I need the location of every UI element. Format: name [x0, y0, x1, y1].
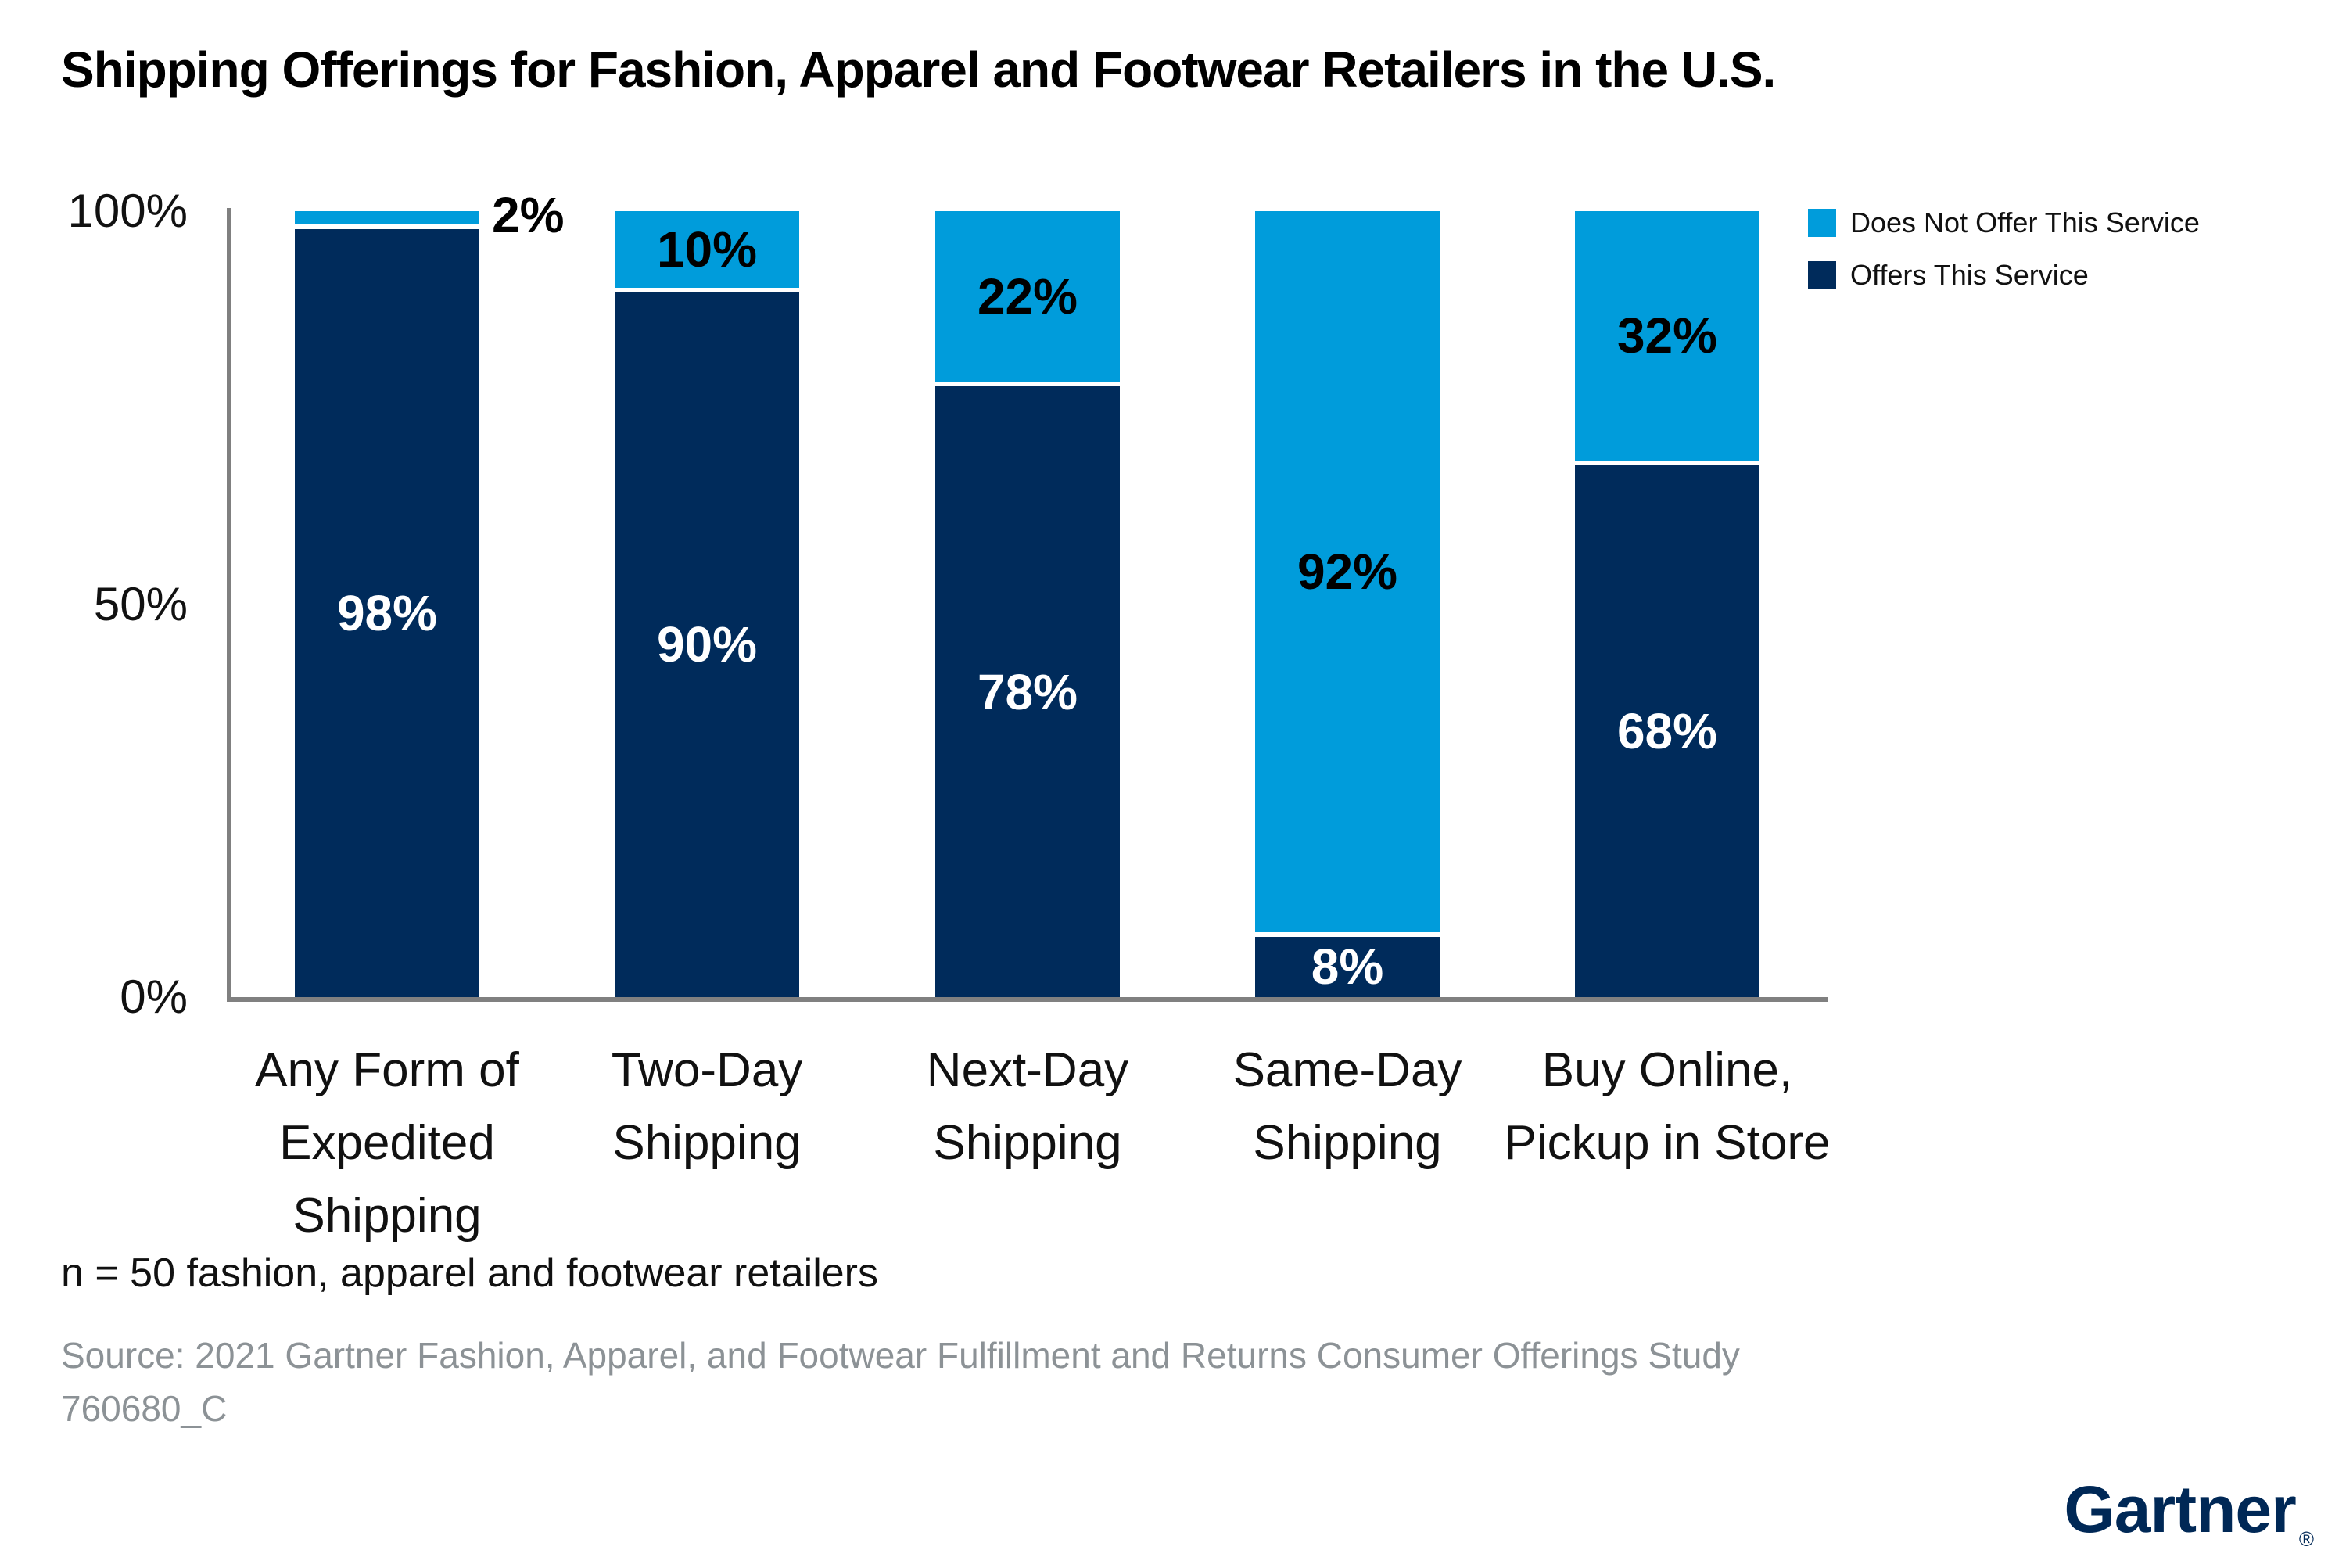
y-tick-label: 0%	[120, 971, 188, 1023]
legend: Does Not Offer This Service Offers This S…	[1808, 208, 2200, 313]
x-axis-label: Two-Day Shipping	[611, 1043, 803, 1170]
segment-offers: 68%	[1575, 465, 1760, 997]
value-label-offers: 68%	[1616, 702, 1718, 759]
value-label-offers: 8%	[1311, 938, 1384, 996]
segment-offers: 8%	[1255, 936, 1440, 997]
value-label-offers: 98%	[336, 585, 438, 642]
value-label-does-not-offer: 92%	[1297, 543, 1398, 600]
segment-does-not-offer: 10%	[615, 211, 799, 288]
segment-divider	[935, 382, 1120, 387]
y-tick-label: 100%	[67, 185, 188, 237]
legend-item: Offers This Service	[1808, 260, 2200, 290]
gartner-logo: Gartner ®	[2064, 1472, 2314, 1551]
legend-label: Offers This Service	[1850, 259, 2089, 291]
bar-group: 92% 8%	[1255, 211, 1440, 997]
footnote-code: 760680_C	[61, 1388, 228, 1429]
segment-does-not-offer: 92%	[1255, 211, 1440, 932]
legend-item: Does Not Offer This Service	[1808, 208, 2200, 238]
x-axis-label: Any Form of Expedited Shipping	[255, 1043, 519, 1243]
segment-offers: 98%	[295, 229, 479, 997]
footnote-n: n = 50 fashion, apparel and footwear ret…	[61, 1250, 879, 1296]
x-axis-line	[227, 997, 1828, 1002]
segment-offers: 90%	[615, 292, 799, 997]
segment-divider	[1575, 460, 1760, 465]
value-label-offers: 78%	[977, 663, 1078, 720]
bar-group: 32% 68%	[1575, 211, 1760, 997]
legend-swatch-icon	[1808, 209, 1836, 237]
y-tick-label: 50%	[93, 577, 188, 630]
legend-swatch-icon	[1808, 261, 1836, 289]
segment-does-not-offer: 22%	[935, 211, 1120, 382]
value-label-does-not-offer: 22%	[977, 268, 1078, 325]
gartner-logo-text: Gartner	[2064, 1473, 2296, 1546]
segment-does-not-offer: 32%	[1575, 211, 1760, 461]
x-axis-label: Next-Day Shipping	[926, 1043, 1129, 1170]
bar-group: 22% 78%	[935, 211, 1120, 997]
segment-divider	[295, 224, 479, 230]
chart-title: Shipping Offerings for Fashion, Apparel …	[61, 41, 1776, 98]
value-label-does-not-offer-external: 2%	[492, 187, 565, 243]
bar-group: 98%	[295, 211, 479, 997]
registered-mark-icon: ®	[2298, 1527, 2314, 1551]
value-label-does-not-offer: 10%	[656, 221, 758, 278]
segment-divider	[1255, 931, 1440, 937]
segment-offers: 78%	[935, 386, 1120, 997]
footnote-source: Source: 2021 Gartner Fashion, Apparel, a…	[61, 1335, 1740, 1376]
value-label-offers: 90%	[656, 616, 758, 673]
y-axis-line	[227, 208, 231, 1002]
x-axis-label: Buy Online, Pickup in Store	[1504, 1043, 1831, 1170]
value-label-does-not-offer: 32%	[1616, 307, 1718, 364]
segment-divider	[615, 287, 799, 292]
segment-does-not-offer	[295, 211, 479, 225]
x-axis-label: Same-Day Shipping	[1232, 1043, 1462, 1170]
bar-group: 10% 90%	[615, 211, 799, 997]
legend-label: Does Not Offer This Service	[1850, 206, 2200, 239]
